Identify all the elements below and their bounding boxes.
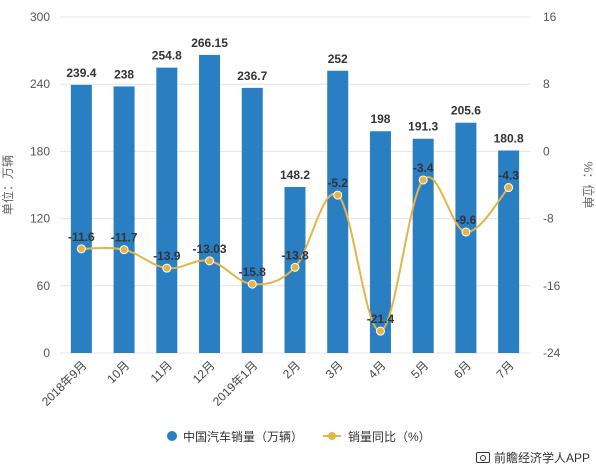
category-label: 3月 bbox=[323, 358, 346, 381]
line-point bbox=[247, 279, 257, 289]
line-value-label: -21.4 bbox=[367, 312, 395, 326]
line-series bbox=[76, 175, 514, 336]
line-point bbox=[375, 326, 385, 336]
bar-value-label: 148.2 bbox=[280, 168, 310, 182]
left-tick-label: 300 bbox=[30, 10, 50, 24]
line-value-label: -13.8 bbox=[281, 248, 309, 262]
bar-value-label: 238 bbox=[114, 67, 134, 81]
line-point bbox=[162, 263, 172, 273]
left-axis-ticks: 0 60 120 180 240 300 bbox=[30, 10, 50, 360]
bar bbox=[455, 122, 477, 353]
right-axis-title: %：位单 bbox=[581, 162, 596, 209]
right-tick-label: 8 bbox=[543, 77, 550, 91]
line-value-label: -15.8 bbox=[239, 265, 267, 279]
left-tick-label: 120 bbox=[30, 212, 50, 226]
right-axis-ticks: -24 -16 -8 0 8 16 bbox=[543, 10, 561, 360]
line-value-label: -11.6 bbox=[68, 230, 95, 244]
bar bbox=[113, 86, 135, 353]
category-label: 4月 bbox=[365, 358, 388, 381]
legend-bar-label: 中国汽车销量（万辆） bbox=[183, 429, 303, 444]
line-value-label: -5.2 bbox=[327, 176, 348, 190]
bar-value-label: 252 bbox=[328, 52, 348, 66]
bar-value-label: 180.8 bbox=[494, 132, 524, 146]
bar-value-label: 239.4 bbox=[66, 66, 96, 80]
right-tick-label: 16 bbox=[543, 10, 557, 24]
right-tick-label: -16 bbox=[543, 279, 561, 293]
line-value-label: -13.03 bbox=[193, 242, 227, 256]
bar-value-labels: 239.4 238 254.8 266.15 236.7 148.2 252 198 191.3… bbox=[66, 36, 524, 182]
left-tick-label: 60 bbox=[37, 279, 51, 293]
category-label: 12月 bbox=[190, 358, 218, 386]
source-credit-text: 前瞻经济学人APP bbox=[493, 451, 590, 465]
line-value-label: -13.9 bbox=[153, 249, 181, 263]
bar bbox=[156, 67, 178, 354]
line-value-labels: -11.6 -11.7 -13.9 -13.03 -15.8 -13.8 -5.2 -21.4… bbox=[68, 161, 519, 326]
line-point bbox=[76, 244, 86, 254]
line-point bbox=[290, 262, 300, 272]
bar bbox=[199, 54, 221, 354]
right-tick-label: -8 bbox=[543, 212, 554, 226]
left-tick-label: 180 bbox=[30, 144, 50, 158]
right-tick-label: 0 bbox=[543, 144, 550, 158]
bar bbox=[327, 70, 349, 353]
legend-line-label: 销量同比（%） bbox=[348, 430, 431, 444]
line-value-label: -9.6 bbox=[456, 213, 477, 227]
left-tick-label: 0 bbox=[43, 346, 50, 360]
bar bbox=[498, 150, 520, 353]
source-credit: 前瞻经济学人APP bbox=[475, 449, 590, 466]
line-point bbox=[333, 190, 343, 200]
line-point bbox=[205, 256, 215, 266]
bar-value-label: 266.15 bbox=[191, 36, 228, 50]
legend-line-marker bbox=[328, 432, 336, 440]
category-label: 2019年1月 bbox=[210, 358, 260, 408]
category-label: 11月 bbox=[148, 358, 175, 385]
left-axis-title: 单位：万辆 bbox=[0, 155, 15, 215]
legend-bar-swatch bbox=[167, 431, 177, 441]
line-point bbox=[119, 245, 129, 255]
line-value-label: -3.4 bbox=[413, 161, 434, 175]
category-label: 2月 bbox=[280, 358, 303, 381]
bar-value-label: 205.6 bbox=[451, 104, 481, 118]
line-value-label: -4.3 bbox=[498, 169, 519, 183]
category-label: 6月 bbox=[451, 358, 474, 381]
line-point bbox=[461, 227, 471, 237]
bar bbox=[241, 87, 263, 354]
line-point bbox=[418, 175, 428, 185]
category-label: 2018年9月 bbox=[39, 358, 89, 408]
bar-value-label: 198 bbox=[370, 112, 390, 126]
line-point bbox=[504, 183, 514, 193]
legend: 中国汽车销量（万辆） 销量同比（%） bbox=[167, 429, 431, 444]
category-label: 5月 bbox=[408, 358, 431, 381]
bar-value-label: 254.8 bbox=[152, 49, 182, 63]
category-label: 7月 bbox=[494, 358, 517, 381]
left-tick-label: 240 bbox=[30, 77, 50, 91]
bar-series bbox=[70, 54, 520, 354]
camera-icon bbox=[475, 452, 490, 463]
right-tick-label: -24 bbox=[543, 346, 561, 360]
line-value-label: -11.7 bbox=[111, 231, 138, 245]
bar bbox=[369, 131, 391, 353]
bar-value-label: 191.3 bbox=[408, 120, 438, 134]
bar-value-label: 236.7 bbox=[237, 69, 267, 83]
category-label: 10月 bbox=[104, 358, 132, 386]
bar bbox=[70, 84, 92, 353]
